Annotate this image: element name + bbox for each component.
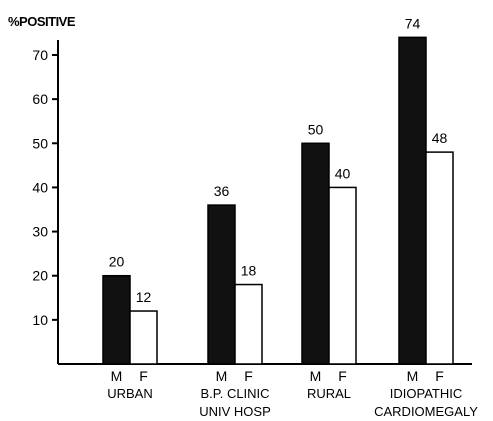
bar-male xyxy=(398,36,427,365)
data-label: 74 xyxy=(405,15,421,31)
sex-label-female: F xyxy=(244,368,253,384)
category-label: CARDIOMEGALY xyxy=(374,404,478,419)
y-tick-label: 40 xyxy=(32,179,48,195)
category-label: URBAN xyxy=(107,386,153,401)
y-axis-title: %POSITIVE xyxy=(8,14,76,29)
bar-female xyxy=(425,151,454,365)
bar-male xyxy=(102,274,131,365)
category-label: B.P. CLINIC xyxy=(200,386,269,401)
sex-label-male: M xyxy=(407,368,419,384)
category-label: RURAL xyxy=(307,386,351,401)
data-label: 48 xyxy=(432,130,448,146)
data-label: 36 xyxy=(214,183,230,199)
bar-female xyxy=(234,283,263,365)
bar-groups: 20 12 36 18 50 40 74 48 xyxy=(102,15,454,365)
y-tick-label: 70 xyxy=(32,47,48,63)
category-label: IDIOPATHIC xyxy=(390,386,462,401)
bar-male xyxy=(301,142,330,365)
category-label: UNIV HOSP xyxy=(199,404,271,419)
sex-label-male: M xyxy=(216,368,228,384)
sex-label-male: M xyxy=(310,368,322,384)
data-label: 18 xyxy=(241,263,257,279)
sex-label-female: F xyxy=(435,368,444,384)
y-axis-ticks: 10 20 30 40 50 60 70 xyxy=(32,47,58,328)
bar-female xyxy=(129,310,158,365)
data-label: 20 xyxy=(109,254,125,270)
y-tick-label: 30 xyxy=(32,224,48,240)
y-tick-label: 20 xyxy=(32,268,48,284)
data-label: 12 xyxy=(136,289,152,305)
y-tick-label: 60 xyxy=(32,91,48,107)
data-label: 50 xyxy=(308,121,324,137)
bar-female xyxy=(328,186,357,365)
sex-label-female: F xyxy=(338,368,347,384)
y-tick-label: 10 xyxy=(32,312,48,328)
y-tick-label: 50 xyxy=(32,135,48,151)
data-label: 40 xyxy=(335,165,351,181)
sex-label-male: M xyxy=(111,368,123,384)
bar-male xyxy=(207,204,236,365)
sex-label-female: F xyxy=(139,368,148,384)
